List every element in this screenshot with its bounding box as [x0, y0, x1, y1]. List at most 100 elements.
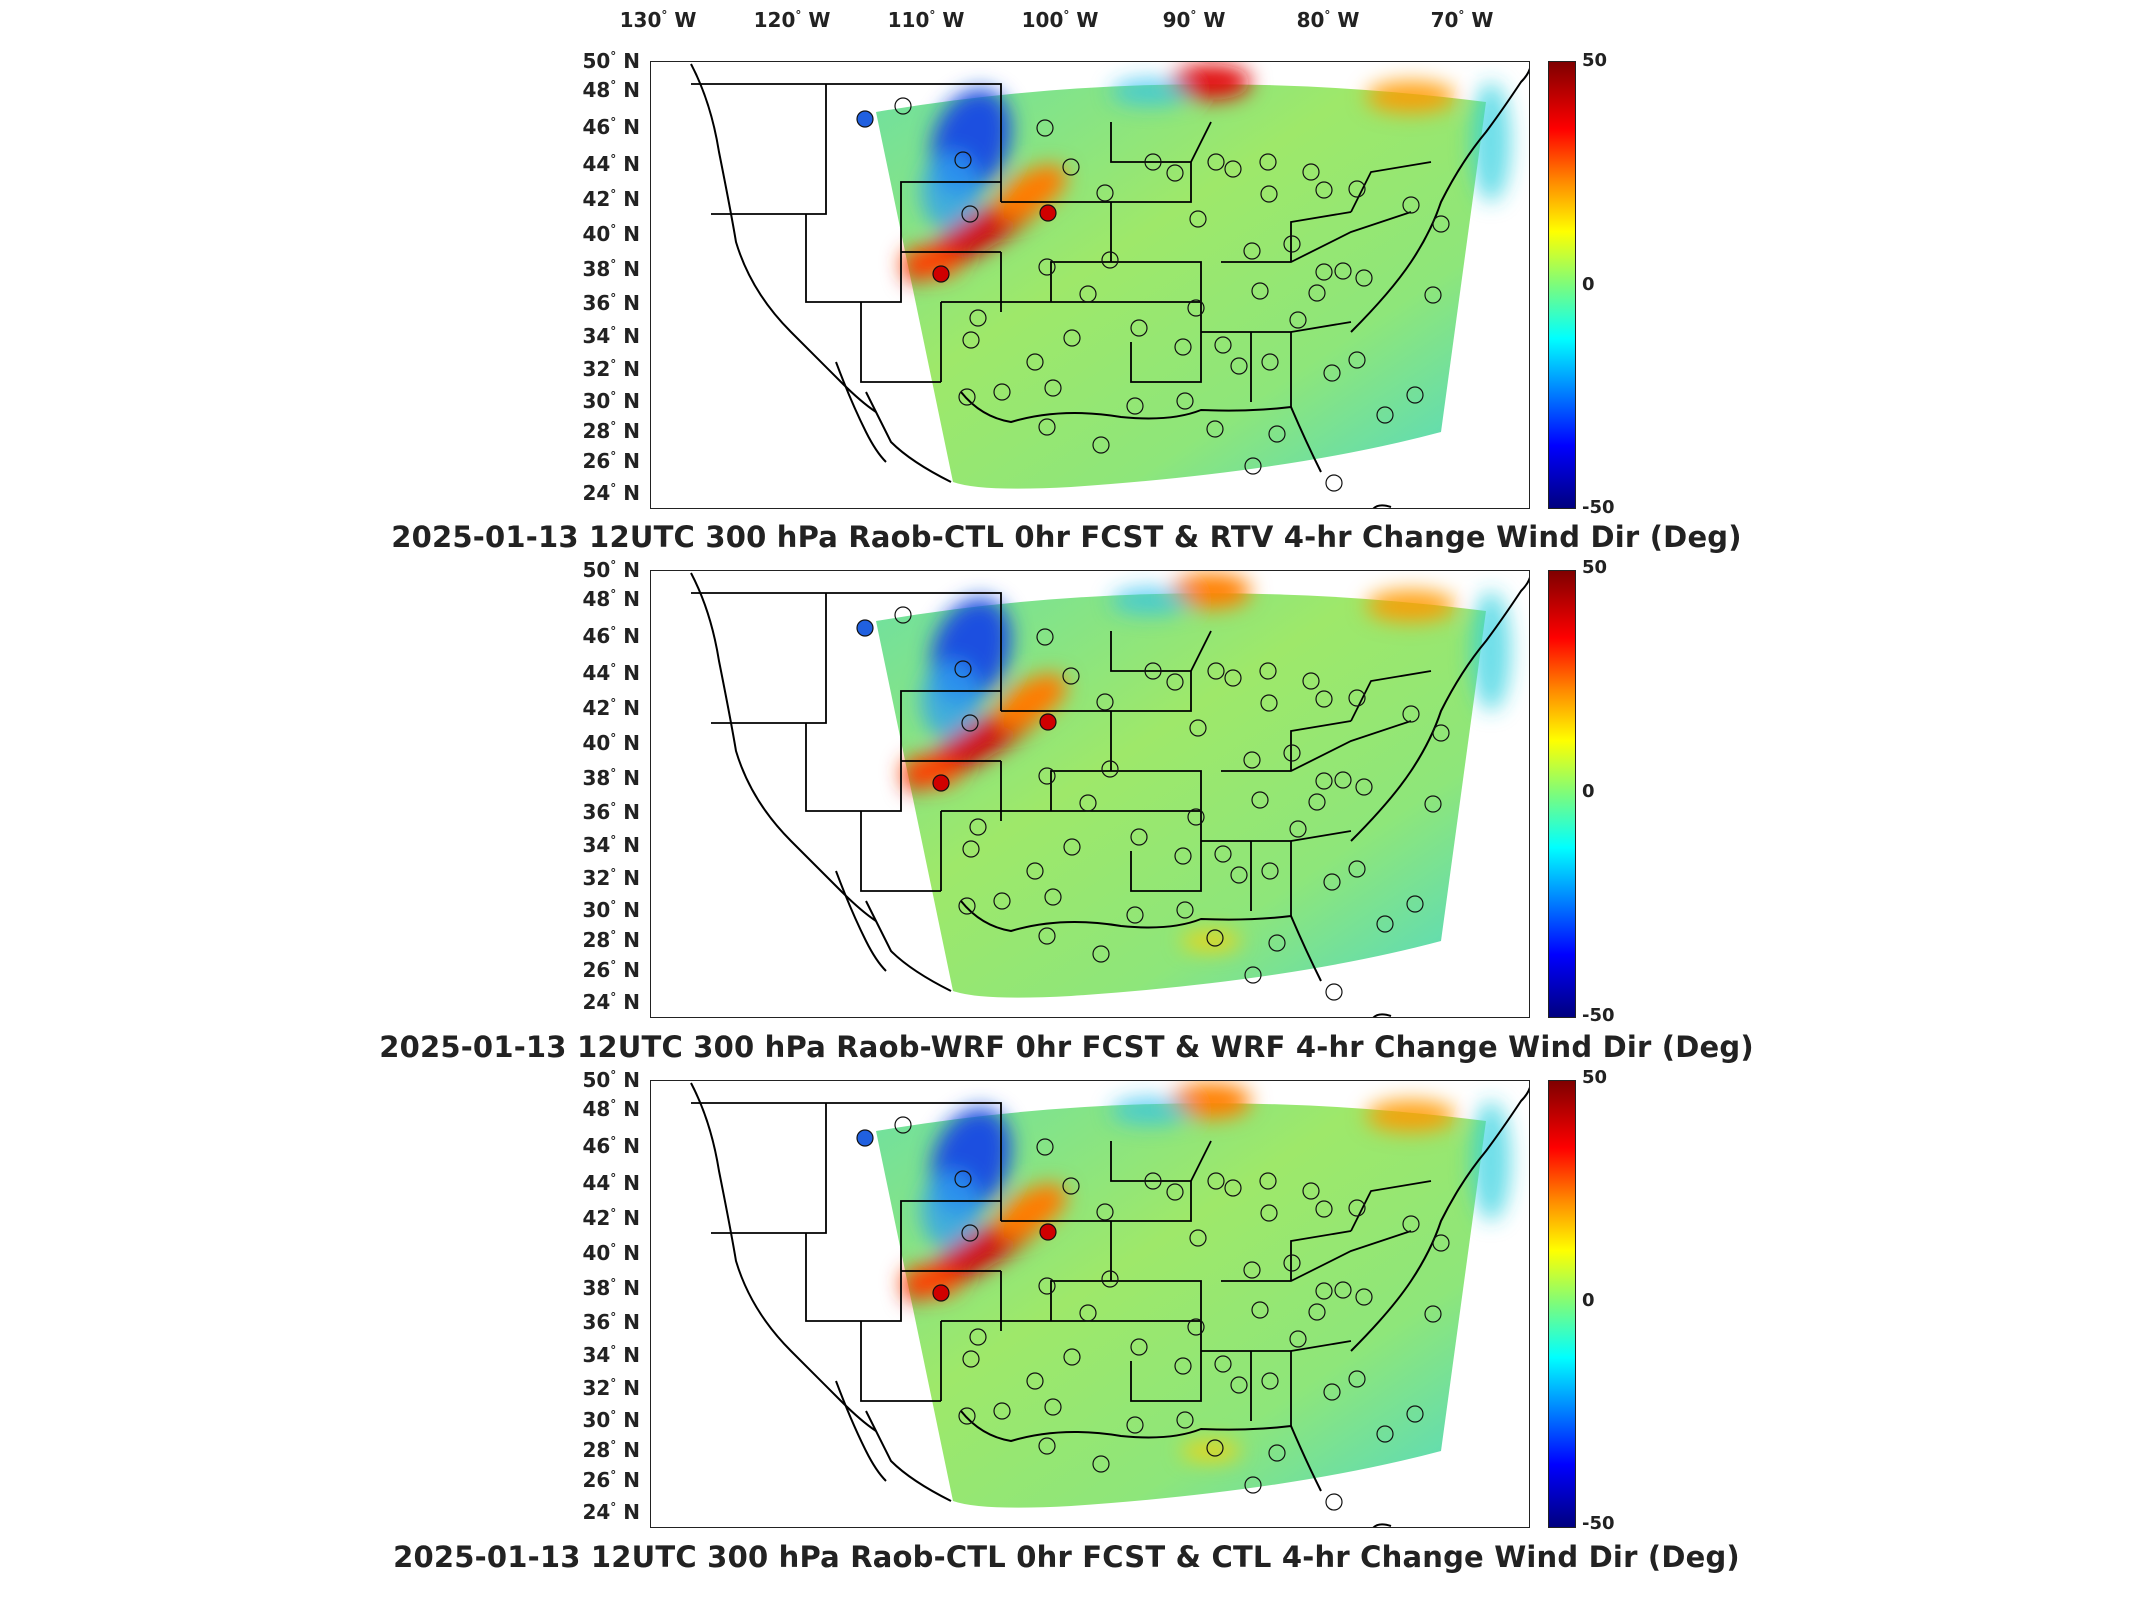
raob-stations [856, 606, 1450, 1001]
raob-station-marker [1101, 251, 1119, 269]
raob-station-marker [1308, 1303, 1326, 1321]
raob-station-marker [1224, 160, 1242, 178]
raob-station-marker [1063, 1348, 1081, 1366]
raob-station-marker [958, 1407, 976, 1425]
colorbar [1548, 61, 1576, 509]
raob-station-marker [969, 1328, 987, 1346]
raob-station-marker [1063, 329, 1081, 347]
lat-label: 36° N [582, 291, 640, 315]
raob-station-marker [1251, 791, 1269, 809]
raob-station-marker [1348, 689, 1366, 707]
colorbar [1548, 1080, 1576, 1528]
raob-station-marker [1174, 338, 1192, 356]
raob-station-marker [1432, 1234, 1450, 1252]
raob-station-marker [1243, 242, 1261, 260]
raob-station-marker [1268, 425, 1286, 443]
raob-stations [856, 1116, 1450, 1511]
raob-station-marker [1189, 719, 1207, 737]
lat-label: 48° N [582, 78, 640, 102]
lat-label: 34° N [582, 1343, 640, 1367]
raob-station-marker [962, 1350, 980, 1368]
raob-station-marker [1038, 927, 1056, 945]
raob-station-marker [961, 714, 979, 732]
raob-station-marker [1260, 185, 1278, 203]
raob-station-marker [1126, 906, 1144, 924]
raob-station-marker [1174, 847, 1192, 865]
lat-label: 50° N [582, 49, 640, 73]
raob-station-marker [1036, 628, 1054, 646]
lat-label: 46° N [582, 624, 640, 648]
raob-station-marker [1244, 966, 1262, 984]
raob-station-marker [1268, 1444, 1286, 1462]
panel-title: 2025-01-13 12UTC 300 hPa Raob-CTL 0hr FC… [391, 520, 1742, 554]
raob-station-marker [1092, 1455, 1110, 1473]
map-frame [650, 61, 1530, 509]
raob-station-marker [1315, 1282, 1333, 1300]
raob-station-marker [1039, 713, 1057, 731]
raob-station-marker [1038, 1277, 1056, 1295]
raob-station-marker [1406, 895, 1424, 913]
map-frame [650, 1080, 1530, 1528]
lat-label: 36° N [582, 1310, 640, 1334]
raob-station-marker [1207, 153, 1225, 171]
raob-station-marker [1251, 1301, 1269, 1319]
raob-station-marker [1308, 284, 1326, 302]
lat-label: 26° N [582, 1468, 640, 1492]
lat-label: 34° N [582, 833, 640, 857]
lat-label: 44° N [582, 152, 640, 176]
raob-station-marker [1283, 744, 1301, 762]
lat-label: 28° N [582, 928, 640, 952]
lat-label: 48° N [582, 1097, 640, 1121]
raob-station-marker [1038, 258, 1056, 276]
raob-station-marker [1355, 269, 1373, 287]
colorbar-min-label: -50 [1582, 497, 1615, 518]
raob-station-marker [1406, 1405, 1424, 1423]
raob-station-marker [962, 331, 980, 349]
raob-station-marker [1079, 794, 1097, 812]
raob-station-marker [1092, 436, 1110, 454]
raob-station-marker [1038, 1437, 1056, 1455]
lat-label: 38° N [582, 1276, 640, 1300]
raob-station-marker [969, 818, 987, 836]
raob-station-marker [954, 151, 972, 169]
raob-station-marker [1402, 196, 1420, 214]
map-panel-1: 50 0 -50 2025-01-13 12UTC 300 hPa Raob-C… [0, 0, 2133, 560]
state-borders [691, 592, 1432, 916]
lat-label: 24° N [582, 1500, 640, 1524]
raob-station-marker [1062, 158, 1080, 176]
lat-label: 32° N [582, 1376, 640, 1400]
lat-label: 26° N [582, 958, 640, 982]
raob-station-marker [1079, 1304, 1097, 1322]
panel-title: 2025-01-13 12UTC 300 hPa Raob-CTL 0hr FC… [393, 1540, 1740, 1574]
lat-label: 44° N [582, 661, 640, 685]
raob-station-marker [1261, 1372, 1279, 1390]
raob-station-marker [1315, 263, 1333, 281]
raob-station-marker [1243, 751, 1261, 769]
raob-station-marker [1101, 760, 1119, 778]
lon-label: 130° W [619, 8, 697, 32]
lat-label: 30° N [582, 898, 640, 922]
raob-station-marker [1036, 1138, 1054, 1156]
raob-station-marker [1424, 1305, 1442, 1323]
raob-station-marker [969, 309, 987, 327]
raob-station-marker [1302, 672, 1320, 690]
raob-station-marker [1126, 397, 1144, 415]
raob-station-marker [1187, 299, 1205, 317]
coastline-outlines [690, 572, 1529, 1017]
raob-station-marker [1096, 184, 1114, 202]
raob-station-marker [1289, 311, 1307, 329]
raob-station-marker [1207, 1172, 1225, 1190]
raob-station-marker [1214, 1355, 1232, 1373]
raob-station-marker [1325, 1493, 1343, 1511]
raob-station-marker [856, 110, 874, 128]
lon-label: 70° W [1430, 8, 1494, 32]
raob-station-marker [1259, 153, 1277, 171]
lon-label: 110° W [887, 8, 965, 32]
lat-label: 28° N [582, 419, 640, 443]
raob-station-marker [1187, 1318, 1205, 1336]
raob-station-marker [1302, 163, 1320, 181]
panel-title: 2025-01-13 12UTC 300 hPa Raob-WRF 0hr FC… [379, 1030, 1754, 1064]
raob-station-marker [894, 1116, 912, 1134]
raob-station-marker [1062, 667, 1080, 685]
